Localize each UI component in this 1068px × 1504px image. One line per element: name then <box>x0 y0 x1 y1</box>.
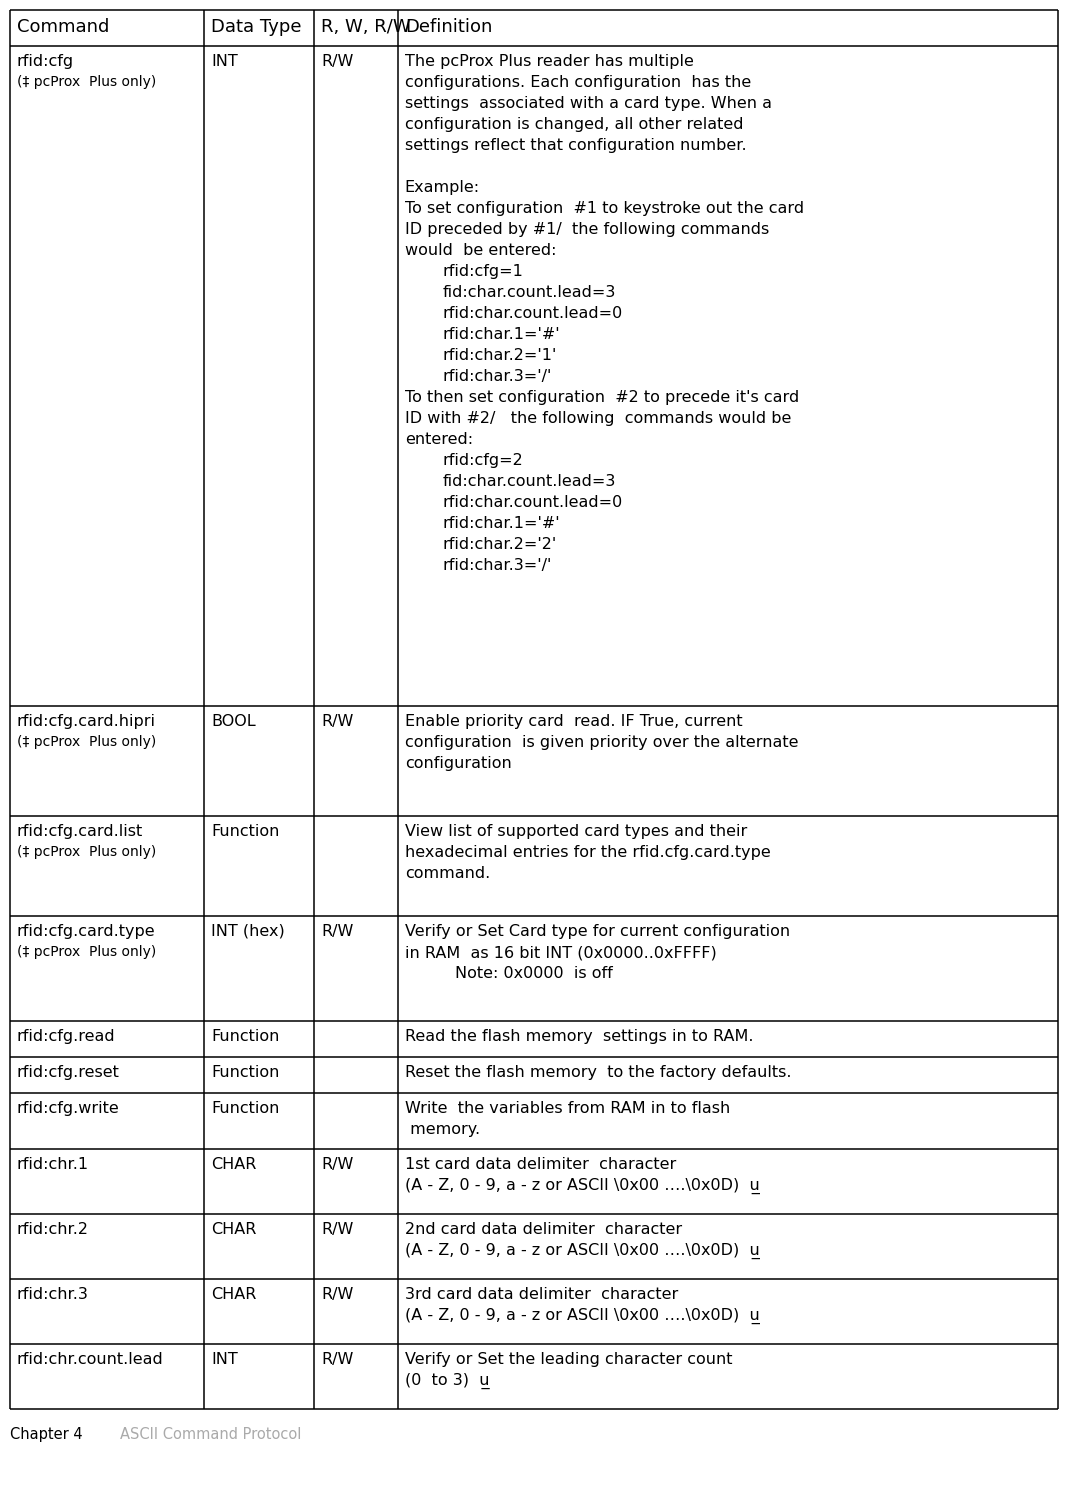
Text: R/W: R/W <box>320 1221 354 1236</box>
Text: (‡ pcProx  Plus only): (‡ pcProx Plus only) <box>17 845 156 859</box>
Text: rfid:chr.count.lead: rfid:chr.count.lead <box>17 1352 163 1367</box>
Text: ID preceded by #1/  the following commands: ID preceded by #1/ the following command… <box>405 223 769 238</box>
Text: configuration is changed, all other related: configuration is changed, all other rela… <box>405 117 743 132</box>
Text: Enable priority card  read. IF True, current: Enable priority card read. IF True, curr… <box>405 714 742 729</box>
Text: R/W: R/W <box>320 1352 354 1367</box>
Text: Function: Function <box>210 1101 279 1116</box>
Text: hexadecimal entries for the rfid.cfg.card.type: hexadecimal entries for the rfid.cfg.car… <box>405 845 770 860</box>
Text: entered:: entered: <box>405 432 473 447</box>
Text: rfid:chr.2: rfid:chr.2 <box>17 1221 89 1236</box>
Text: rfid:cfg.reset: rfid:cfg.reset <box>17 1065 120 1080</box>
Text: CHAR: CHAR <box>210 1221 256 1236</box>
Text: To then set configuration  #2 to precede it's card: To then set configuration #2 to precede … <box>405 390 799 405</box>
Text: fid:char.count.lead=3: fid:char.count.lead=3 <box>443 284 616 299</box>
Text: rfid:char.3='/': rfid:char.3='/' <box>443 558 552 573</box>
Text: To set configuration  #1 to keystroke out the card: To set configuration #1 to keystroke out… <box>405 202 804 217</box>
Text: Definition: Definition <box>405 18 492 36</box>
Text: rfid:cfg.card.hipri: rfid:cfg.card.hipri <box>17 714 156 729</box>
Text: (‡ pcProx  Plus only): (‡ pcProx Plus only) <box>17 75 156 89</box>
Text: R/W: R/W <box>320 1157 354 1172</box>
Text: command.: command. <box>405 866 490 881</box>
Text: memory.: memory. <box>405 1122 480 1137</box>
Text: INT: INT <box>210 1352 237 1367</box>
Text: would  be entered:: would be entered: <box>405 244 556 259</box>
Text: (A - Z, 0 - 9, a - z or ASCII \0x00 ….\0x0D)  u̲: (A - Z, 0 - 9, a - z or ASCII \0x00 ….\0… <box>405 1308 759 1324</box>
Text: Function: Function <box>210 1065 279 1080</box>
Text: Verify or Set Card type for current configuration: Verify or Set Card type for current conf… <box>405 923 790 938</box>
Text: R/W: R/W <box>320 54 354 69</box>
Text: rfid:cfg.read: rfid:cfg.read <box>17 1029 115 1044</box>
Text: configuration  is given priority over the alternate: configuration is given priority over the… <box>405 735 798 750</box>
Text: Function: Function <box>210 824 279 839</box>
Text: INT: INT <box>210 54 237 69</box>
Text: rfid:char.1='#': rfid:char.1='#' <box>443 516 561 531</box>
Text: fid:char.count.lead=3: fid:char.count.lead=3 <box>443 474 616 489</box>
Text: rfid:cfg.write: rfid:cfg.write <box>17 1101 120 1116</box>
Text: (A - Z, 0 - 9, a - z or ASCII \0x00 ….\0x0D)  u̲: (A - Z, 0 - 9, a - z or ASCII \0x00 ….\0… <box>405 1242 759 1259</box>
Text: rfid:cfg.card.type: rfid:cfg.card.type <box>17 923 156 938</box>
Text: in RAM  as 16 bit INT (0x0000..0xFFFF): in RAM as 16 bit INT (0x0000..0xFFFF) <box>405 945 717 960</box>
Text: (0  to 3)  u̲: (0 to 3) u̲ <box>405 1373 489 1390</box>
Text: rfid:char.2='2': rfid:char.2='2' <box>443 537 557 552</box>
Text: (‡ pcProx  Plus only): (‡ pcProx Plus only) <box>17 945 156 960</box>
Text: rfid:cfg=1: rfid:cfg=1 <box>443 265 523 280</box>
Text: Reset the flash memory  to the factory defaults.: Reset the flash memory to the factory de… <box>405 1065 791 1080</box>
Text: rfid:cfg: rfid:cfg <box>17 54 74 69</box>
Text: CHAR: CHAR <box>210 1287 256 1302</box>
Text: settings reflect that configuration number.: settings reflect that configuration numb… <box>405 138 747 153</box>
Text: R, W, R/W: R, W, R/W <box>320 18 410 36</box>
Text: R/W: R/W <box>320 923 354 938</box>
Text: CHAR: CHAR <box>210 1157 256 1172</box>
Text: R/W: R/W <box>320 714 354 729</box>
Text: ID with #2/   the following  commands would be: ID with #2/ the following commands would… <box>405 411 791 426</box>
Text: (‡ pcProx  Plus only): (‡ pcProx Plus only) <box>17 735 156 749</box>
Text: Chapter 4: Chapter 4 <box>10 1427 82 1442</box>
Text: rfid:char.count.lead=0: rfid:char.count.lead=0 <box>443 495 623 510</box>
Text: Function: Function <box>210 1029 279 1044</box>
Text: Read the flash memory  settings in to RAM.: Read the flash memory settings in to RAM… <box>405 1029 753 1044</box>
Text: View list of supported card types and their: View list of supported card types and th… <box>405 824 747 839</box>
Text: Command: Command <box>17 18 109 36</box>
Text: rfid:char.1='#': rfid:char.1='#' <box>443 326 561 341</box>
Text: rfid:char.3='/': rfid:char.3='/' <box>443 368 552 384</box>
Text: Example:: Example: <box>405 180 480 196</box>
Text: R/W: R/W <box>320 1287 354 1302</box>
Text: Data Type: Data Type <box>210 18 301 36</box>
Text: rfid:char.count.lead=0: rfid:char.count.lead=0 <box>443 305 623 320</box>
Text: Write  the variables from RAM in to flash: Write the variables from RAM in to flash <box>405 1101 731 1116</box>
Text: configuration: configuration <box>405 757 512 772</box>
Text: 2nd card data delimiter  character: 2nd card data delimiter character <box>405 1221 681 1236</box>
Text: INT (hex): INT (hex) <box>210 923 285 938</box>
Text: rfid:chr.1: rfid:chr.1 <box>17 1157 89 1172</box>
Text: ASCII Command Protocol: ASCII Command Protocol <box>120 1427 301 1442</box>
Text: The pcProx Plus reader has multiple: The pcProx Plus reader has multiple <box>405 54 693 69</box>
Text: rfid:char.2='1': rfid:char.2='1' <box>443 347 557 362</box>
Text: (A - Z, 0 - 9, a - z or ASCII \0x00 ….\0x0D)  u̲: (A - Z, 0 - 9, a - z or ASCII \0x00 ….\0… <box>405 1178 759 1194</box>
Text: Verify or Set the leading character count: Verify or Set the leading character coun… <box>405 1352 733 1367</box>
Text: Note: 0x0000  is off: Note: 0x0000 is off <box>455 966 613 981</box>
Text: rfid:cfg=2: rfid:cfg=2 <box>443 453 523 468</box>
Text: rfid:cfg.card.list: rfid:cfg.card.list <box>17 824 143 839</box>
Text: settings  associated with a card type. When a: settings associated with a card type. Wh… <box>405 96 772 111</box>
Text: BOOL: BOOL <box>210 714 255 729</box>
Text: 1st card data delimiter  character: 1st card data delimiter character <box>405 1157 676 1172</box>
Text: configurations. Each configuration  has the: configurations. Each configuration has t… <box>405 75 751 90</box>
Text: rfid:chr.3: rfid:chr.3 <box>17 1287 89 1302</box>
Text: 3rd card data delimiter  character: 3rd card data delimiter character <box>405 1287 678 1302</box>
